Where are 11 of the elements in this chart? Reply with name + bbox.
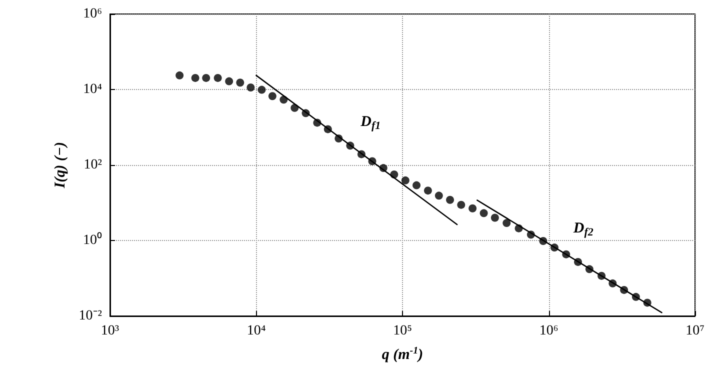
x-tick-label: 10³ — [100, 324, 120, 338]
y-tick-label: 10⁰ — [83, 232, 102, 248]
y-tick-label: 10⁴ — [83, 82, 102, 97]
y-tick-label: 10⁶ — [83, 6, 102, 22]
y-axis-title: I(q) (−) — [52, 142, 68, 190]
x-tick-label: 10⁷ — [686, 324, 705, 338]
x-tick-label: 10⁴ — [246, 324, 266, 338]
y-tick-label: 10⁻² — [78, 308, 102, 324]
x-tick-label: 10⁶ — [539, 324, 558, 338]
x-tick-label: 10⁵ — [393, 324, 412, 338]
y-tick-label: 10² — [84, 158, 102, 172]
